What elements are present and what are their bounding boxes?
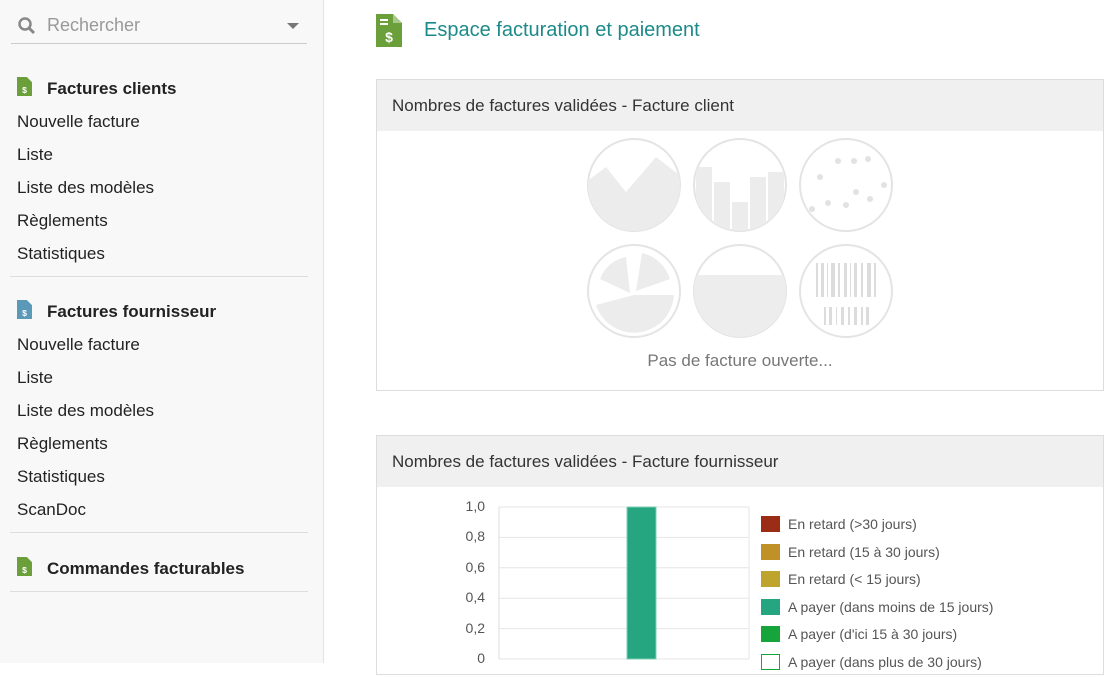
sidebar: Rechercher $ Factures clients Nouvelle fac… bbox=[0, 0, 324, 663]
y-tick-label: 0 bbox=[477, 650, 485, 666]
page-title-text: Espace facturation et paiement bbox=[424, 19, 700, 41]
scatter-chart-icon bbox=[799, 138, 893, 232]
y-tick-label: 0,6 bbox=[465, 558, 485, 575]
legend-swatch bbox=[761, 543, 780, 560]
sidebar-section-header[interactable]: $ Commandes facturables bbox=[0, 552, 324, 585]
invoice-icon: $ bbox=[17, 299, 32, 319]
invoice-icon: $ bbox=[17, 556, 32, 576]
supplier-invoices-box: Nombres de factures validées - Facture f… bbox=[376, 435, 1104, 675]
svg-text:$: $ bbox=[22, 308, 27, 318]
search-placeholder: Rechercher bbox=[47, 15, 141, 35]
legend-item: A payer (dans plus de 30 jours) bbox=[761, 653, 982, 670]
legend-item: A payer (d'ici 15 à 30 jours) bbox=[761, 626, 957, 642]
grid-chart-icon bbox=[693, 244, 787, 338]
page-title: $ Espace facturation et paiement bbox=[376, 14, 700, 47]
y-tick-label: 1,0 bbox=[465, 498, 485, 514]
sidebar-section-header[interactable]: $ Factures fournisseur bbox=[0, 295, 324, 328]
bar-chart: 1,0 0,8 0,6 0,4 0,2 0 En retard (>30 jours) En … bbox=[377, 487, 1103, 677]
legend-swatch bbox=[761, 598, 780, 615]
legend-swatch bbox=[761, 571, 780, 587]
svg-text:$: $ bbox=[385, 29, 393, 45]
y-tick-label: 0,8 bbox=[465, 528, 485, 545]
search-icon bbox=[18, 16, 36, 34]
svg-text:$: $ bbox=[22, 565, 27, 575]
legend-item: A payer (dans moins de 15 jours) bbox=[761, 598, 993, 615]
area-chart-icon bbox=[587, 138, 681, 232]
legend-swatch bbox=[761, 653, 780, 670]
sidebar-item[interactable]: Nouvelle facture bbox=[17, 335, 140, 354]
chart-plot bbox=[498, 506, 750, 660]
legend-item: En retard (15 à 30 jours) bbox=[761, 543, 940, 560]
svg-text:$: $ bbox=[22, 85, 27, 95]
box-title: Nombres de factures validées - Facture f… bbox=[377, 436, 1103, 487]
sidebar-item[interactable]: Règlements bbox=[17, 434, 108, 453]
sidebar-item[interactable]: Règlements bbox=[17, 211, 108, 230]
sidebar-item[interactable]: Statistiques bbox=[17, 244, 105, 263]
divider bbox=[10, 276, 308, 277]
y-tick-label: 0,4 bbox=[465, 589, 485, 606]
sidebar-item[interactable]: Liste bbox=[17, 145, 53, 164]
customer-invoices-box: Nombres de factures validées - Facture c… bbox=[376, 79, 1104, 391]
legend-item: En retard (>30 jours) bbox=[761, 516, 917, 532]
box-title: Nombres de factures validées - Facture c… bbox=[377, 80, 1103, 131]
legend-swatch bbox=[761, 516, 780, 532]
empty-chart-placeholder bbox=[377, 137, 1103, 339]
legend-item: En retard (< 15 jours) bbox=[761, 571, 921, 587]
sidebar-section-header[interactable]: $ Factures clients bbox=[0, 72, 324, 105]
invoice-icon: $ bbox=[17, 76, 32, 96]
sidebar-section: $ Factures clients Nouvelle facture Liste Li… bbox=[0, 72, 324, 277]
invoice-icon: $ bbox=[376, 14, 402, 47]
divider bbox=[10, 591, 308, 592]
bar-chart-icon bbox=[693, 138, 787, 232]
bar bbox=[626, 506, 657, 660]
sidebar-section: $ Commandes facturables bbox=[0, 552, 324, 592]
sidebar-item[interactable]: Liste bbox=[17, 368, 53, 387]
sidebar-section: $ Factures fournisseur Nouvelle facture Lis… bbox=[0, 295, 324, 533]
sidebar-item[interactable]: ScanDoc bbox=[17, 500, 86, 519]
sidebar-item[interactable]: Nouvelle facture bbox=[17, 112, 140, 131]
search-input[interactable]: Rechercher bbox=[11, 8, 307, 44]
sidebar-item[interactable]: Liste des modèles bbox=[17, 178, 155, 197]
sidebar-item[interactable]: Statistiques bbox=[17, 467, 105, 486]
legend-swatch bbox=[761, 626, 780, 642]
y-tick-label: 0,2 bbox=[465, 619, 485, 636]
sidebar-item[interactable]: Liste des modèles bbox=[17, 401, 155, 420]
divider bbox=[10, 532, 308, 533]
barcode-icon bbox=[799, 244, 893, 338]
pie-chart-icon bbox=[587, 244, 681, 338]
chevron-down-icon[interactable] bbox=[287, 22, 299, 29]
empty-message: Pas de facture ouverte... bbox=[647, 351, 833, 370]
